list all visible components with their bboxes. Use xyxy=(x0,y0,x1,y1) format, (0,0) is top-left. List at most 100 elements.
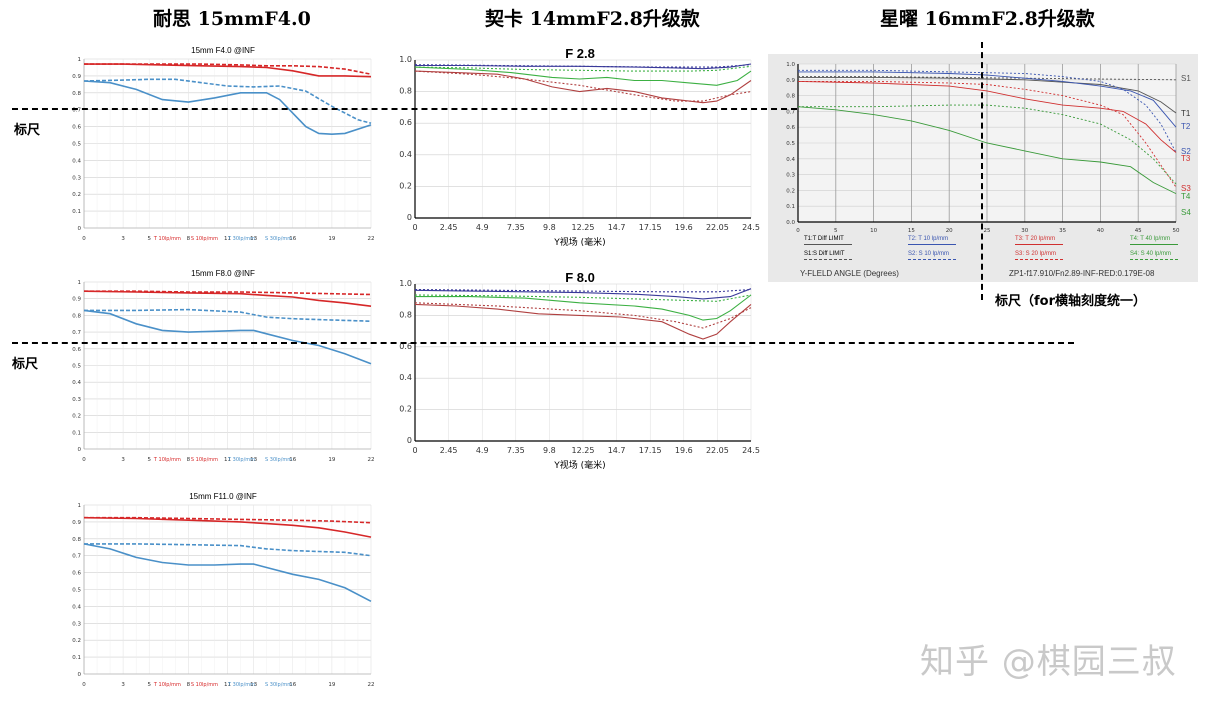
series-line-0 xyxy=(414,288,752,300)
legend-item: S 30lp/mm xyxy=(265,236,293,242)
mtf-chart-f11: 0 0.1 0.2 0.3 0.4 0.5 0.6 0.7 0.8 0.9 1 0 3 5 8 11 13 16 1… xyxy=(68,490,378,695)
x-axis-label: Y-FLELD ANGLE (Degrees) xyxy=(800,269,899,278)
y-tick-label: 0.6 xyxy=(72,125,81,131)
chart-title: F 2.8 xyxy=(565,46,595,61)
series-line-3 xyxy=(83,78,372,124)
x-tick-label: 22.05 xyxy=(706,446,729,455)
legend-item: S2: S 10 lp/mm xyxy=(908,251,956,260)
y-tick-label: 0.4 xyxy=(72,158,81,164)
side-label-t2: T2 xyxy=(1181,122,1191,131)
x-tick-label: 13 xyxy=(250,682,257,688)
y-tick-label: 0.8 xyxy=(399,310,412,319)
x-tick-label: 3 xyxy=(121,457,125,463)
series-line-3 xyxy=(414,294,752,302)
y-tick-label: 0 xyxy=(78,672,82,678)
chart-title: F 8.0 xyxy=(565,270,595,285)
x-tick-label: 19 xyxy=(328,236,335,242)
y-tick-label: 0.9 xyxy=(72,297,81,303)
mtf-chart-f4: 0 0.1 0.2 0.3 0.4 0.5 0.6 0.7 0.8 0.9 1 0 3 5 8 11 13 16 1… xyxy=(68,44,378,249)
x-tick-label: 0 xyxy=(412,446,417,455)
x-tick-label: 19.6 xyxy=(675,223,693,232)
legend-item: T 30lp/mm xyxy=(228,682,255,688)
series-line-4 xyxy=(797,80,1177,153)
y-tick-label: 0.7 xyxy=(72,108,81,114)
y-tick-label: 0.5 xyxy=(72,588,81,594)
legend-item: S 10lp/mm xyxy=(190,682,218,688)
header-naisi: 耐思 15mmF4.0 xyxy=(153,8,311,30)
x-tick-label: 14.7 xyxy=(608,446,626,455)
mtf-chart-f28: 0 0.2 0.4 0.6 0.8 1.0 0 2.45 4.9 7.35 9.8 12.25 14.7… xyxy=(395,44,765,249)
series-line-1 xyxy=(84,63,372,75)
ruler-label-right: 标尺（for横轴刻度统一） xyxy=(995,294,1146,309)
series-line-1 xyxy=(798,76,1177,81)
x-tick-label: 45 xyxy=(1135,228,1142,234)
x-tick-label: 8 xyxy=(187,236,191,242)
y-tick-label: 0.9 xyxy=(786,78,795,84)
y-tick-label: 0.7 xyxy=(72,330,81,336)
y-tick-label: 0.0 xyxy=(786,220,795,226)
x-tick-label: 30 xyxy=(1021,228,1028,234)
mtf-chart-xingyao: 0.0 0.1 0.2 0.3 0.4 0.5 0.6 0.7 0.8 0.9 1.0 0 5 10 15 2… xyxy=(768,54,1198,282)
x-tick-label: 2.45 xyxy=(440,446,458,455)
mtf-chart-f8: 0 0.1 0.2 0.3 0.4 0.5 0.6 0.7 0.8 0.9 1 0 3 5 8 11 13 16 1… xyxy=(68,267,378,472)
y-tick-label: 0.4 xyxy=(72,380,81,386)
x-tick-label: 19 xyxy=(328,682,335,688)
y-tick-label: 1 xyxy=(78,57,82,63)
legend-item: S1:S Diff LIMIT xyxy=(804,251,852,260)
series-line-2 xyxy=(798,71,1177,128)
series-line-2 xyxy=(83,80,372,136)
x-tick-label: 25 xyxy=(984,228,991,234)
x-tick-label: 14.7 xyxy=(608,223,626,232)
x-tick-label: 22 xyxy=(368,682,375,688)
chart-svg: 0 0.1 0.2 0.3 0.4 0.5 0.6 0.7 0.8 0.9 1 0 3 5 8 11 13 16 1… xyxy=(72,280,375,463)
x-tick-label: 10 xyxy=(870,228,877,234)
chart-svg: 0 0.1 0.2 0.3 0.4 0.5 0.6 0.7 0.8 0.9 1 0 3 5 8 11 13 16 1… xyxy=(72,503,375,688)
x-tick-label: 0 xyxy=(82,682,86,688)
x-tick-label: 50 xyxy=(1173,228,1180,234)
mtf-chart-f80: 0 0.2 0.4 0.6 0.8 1.0 0 2.45 4.9 7.35 9.8 12.25 14.7… xyxy=(395,268,765,473)
series-line-6 xyxy=(797,106,1177,195)
x-tick-label: 16 xyxy=(289,236,296,242)
x-tick-label: 5 xyxy=(147,457,151,463)
side-label-s4: S4 xyxy=(1181,208,1191,217)
chart-svg: 0 0.2 0.4 0.6 0.8 1.0 0 2.45 4.9 7.35 9.8 12.25 14.7… xyxy=(399,279,760,455)
x-axis-label: Y视场 (毫米) xyxy=(554,461,606,471)
series-line-2 xyxy=(83,543,372,603)
y-tick-label: 0.6 xyxy=(72,347,81,353)
series-line-5 xyxy=(414,302,752,329)
x-tick-label: 8 xyxy=(187,457,191,463)
legend-item: T 10lp/mm xyxy=(153,236,181,242)
x-tick-label: 0 xyxy=(412,223,417,232)
x-tick-label: 2.45 xyxy=(440,223,458,232)
series-line-3 xyxy=(84,308,372,322)
y-tick-label: 0.7 xyxy=(72,554,81,560)
series-line-5 xyxy=(798,80,1177,188)
x-tick-label: 22.05 xyxy=(706,223,729,232)
series-line-7 xyxy=(798,104,1177,185)
y-tick-label: 0.4 xyxy=(72,604,81,610)
x-tick-label: 13 xyxy=(250,236,257,242)
y-tick-label: 1.0 xyxy=(786,62,795,68)
ruler-label-bottom: 标尺 xyxy=(12,357,39,372)
x-tick-label: 19.6 xyxy=(675,446,693,455)
legend-item: S4: S 40 lp/mm xyxy=(1130,251,1178,260)
legend-item: S 30lp/mm xyxy=(265,457,293,463)
y-tick-label: 1.0 xyxy=(399,55,412,64)
series-line-3 xyxy=(84,543,372,557)
x-tick-label: 22 xyxy=(368,457,375,463)
y-tick-label: 0.8 xyxy=(786,94,795,100)
y-tick-label: 0 xyxy=(407,213,412,222)
x-tick-label: 17.15 xyxy=(639,223,662,232)
side-label-t4: T4 xyxy=(1181,192,1191,201)
watermark: 知乎 @棋园三叔 xyxy=(920,642,1177,682)
y-tick-label: 0.6 xyxy=(72,571,81,577)
x-tick-label: 12.25 xyxy=(572,446,595,455)
y-tick-label: 0.6 xyxy=(399,342,412,351)
series-line-0 xyxy=(83,290,372,307)
ruler-label-top: 标尺 xyxy=(14,123,41,138)
series-line-2 xyxy=(83,309,372,365)
x-tick-label: 0 xyxy=(82,457,86,463)
x-tick-label: 8 xyxy=(187,682,191,688)
series-line-1 xyxy=(84,290,372,296)
y-tick-label: 0.8 xyxy=(399,87,412,96)
